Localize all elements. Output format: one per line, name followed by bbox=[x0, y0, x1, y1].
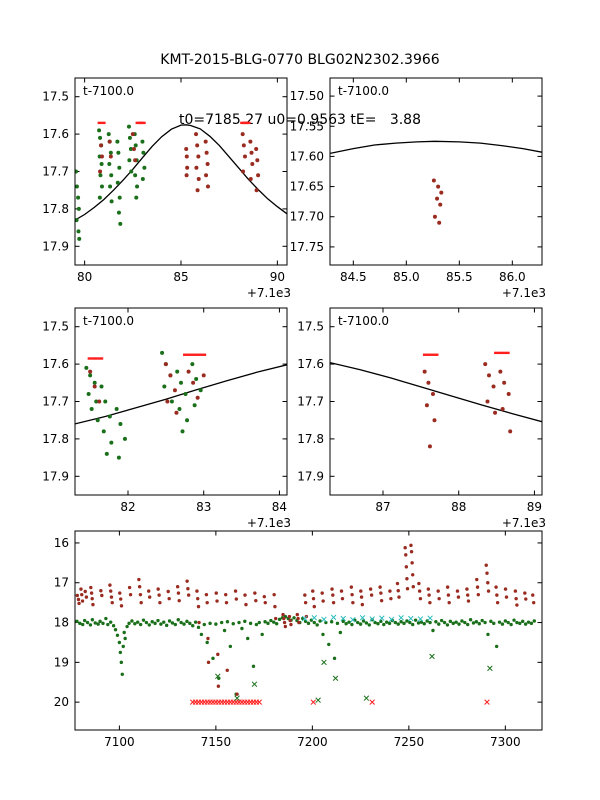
svg-text:85.0: 85.0 bbox=[393, 270, 420, 284]
svg-text:17.5: 17.5 bbox=[42, 90, 69, 104]
panel-bottom-full: 7100 7150 7200 7250 7300 16 17 18 19 20 bbox=[54, 530, 543, 749]
svg-text:80: 80 bbox=[77, 270, 92, 284]
figure-title-line1: KMT-2015-BLG-0770 BLG02N2302.3966 bbox=[160, 52, 440, 68]
series-model bbox=[75, 364, 287, 425]
panel-top-left: 80 85 90 17.5 17.6 17.7 17.8 17.9 t-7100.0 +7.1e3 bbox=[42, 77, 291, 300]
svg-text:89: 89 bbox=[527, 500, 542, 514]
svg-text:+7.1e3: +7.1e3 bbox=[247, 516, 291, 530]
svg-text:17: 17 bbox=[54, 576, 69, 590]
series-flag-marks bbox=[97, 121, 251, 125]
series-cyan-x bbox=[301, 614, 433, 623]
svg-text:17.50: 17.50 bbox=[290, 89, 324, 103]
svg-text:87: 87 bbox=[375, 500, 390, 514]
panel-top-right: 84.5 85.0 85.5 86.0 17.50 17.55 17.60 17.65 17.7… bbox=[290, 77, 546, 300]
svg-text:t-7100.0: t-7100.0 bbox=[83, 84, 134, 98]
svg-text:t-7100.0: t-7100.0 bbox=[338, 84, 389, 98]
svg-text:17.7: 17.7 bbox=[42, 165, 69, 179]
svg-text:83: 83 bbox=[196, 500, 211, 514]
svg-text:+7.1e3: +7.1e3 bbox=[247, 286, 291, 300]
series-flag-marks bbox=[87, 353, 207, 360]
svg-text:17.9: 17.9 bbox=[42, 239, 69, 253]
svg-text:20: 20 bbox=[54, 695, 69, 709]
svg-text:+7.1e3: +7.1e3 bbox=[502, 516, 546, 530]
svg-text:17.6: 17.6 bbox=[297, 357, 324, 371]
series-green-x bbox=[215, 653, 493, 703]
series-red-dots bbox=[88, 362, 206, 415]
svg-text:88: 88 bbox=[451, 500, 466, 514]
svg-text:82: 82 bbox=[120, 500, 135, 514]
svg-text:7150: 7150 bbox=[201, 735, 232, 749]
svg-text:85: 85 bbox=[173, 270, 188, 284]
svg-text:86.0: 86.0 bbox=[499, 270, 526, 284]
svg-text:84: 84 bbox=[272, 500, 287, 514]
svg-text:17.9: 17.9 bbox=[42, 469, 69, 483]
series-red-dots bbox=[75, 543, 536, 696]
panel-mid-right: 87 88 89 17.5 17.6 17.7 17.8 17.9 t-7100.0 +7.1e3 bbox=[297, 307, 546, 530]
panel-mid-left: 82 83 84 17.5 17.6 17.7 17.8 17.9 t-7100.0 +7.1e3 bbox=[42, 307, 291, 530]
svg-text:17.5: 17.5 bbox=[297, 320, 324, 334]
svg-text:17.7: 17.7 bbox=[297, 395, 324, 409]
svg-text:17.8: 17.8 bbox=[297, 432, 324, 446]
svg-text:17.60: 17.60 bbox=[290, 149, 324, 163]
svg-text:17.65: 17.65 bbox=[290, 180, 324, 194]
series-red-dots bbox=[431, 178, 444, 225]
svg-text:19: 19 bbox=[54, 655, 69, 669]
svg-text:7100: 7100 bbox=[104, 735, 135, 749]
series-model bbox=[75, 124, 287, 221]
series-model bbox=[330, 140, 542, 155]
svg-text:t-7100.0: t-7100.0 bbox=[338, 314, 389, 328]
series-red-dots bbox=[422, 362, 513, 449]
series-red-dots bbox=[98, 132, 261, 193]
series-green-dots bbox=[75, 614, 536, 696]
svg-text:17.70: 17.70 bbox=[290, 210, 324, 224]
svg-text:84.5: 84.5 bbox=[340, 270, 367, 284]
svg-text:t-7100.0: t-7100.0 bbox=[83, 314, 134, 328]
svg-text:17.75: 17.75 bbox=[290, 240, 324, 254]
svg-text:18: 18 bbox=[54, 616, 69, 630]
svg-text:16: 16 bbox=[54, 536, 69, 550]
series-model bbox=[330, 361, 542, 423]
svg-text:17.7: 17.7 bbox=[42, 395, 69, 409]
svg-text:17.8: 17.8 bbox=[42, 202, 69, 216]
svg-text:7250: 7250 bbox=[394, 735, 425, 749]
svg-text:17.9: 17.9 bbox=[297, 469, 324, 483]
svg-text:17.6: 17.6 bbox=[42, 357, 69, 371]
svg-text:17.8: 17.8 bbox=[42, 432, 69, 446]
svg-text:+7.1e3: +7.1e3 bbox=[502, 286, 546, 300]
series-flag-marks bbox=[422, 351, 510, 356]
svg-text:17.6: 17.6 bbox=[42, 127, 69, 141]
svg-text:85.5: 85.5 bbox=[446, 270, 473, 284]
svg-text:7300: 7300 bbox=[490, 735, 521, 749]
svg-text:17.5: 17.5 bbox=[42, 320, 69, 334]
svg-text:7200: 7200 bbox=[297, 735, 328, 749]
svg-text:17.55: 17.55 bbox=[290, 119, 324, 133]
svg-text:90: 90 bbox=[270, 270, 285, 284]
